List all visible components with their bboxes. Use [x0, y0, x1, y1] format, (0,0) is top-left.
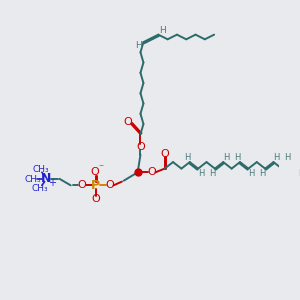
Text: H: H	[159, 26, 165, 35]
Text: N: N	[41, 172, 52, 185]
Text: O: O	[105, 180, 114, 190]
Text: H: H	[184, 153, 190, 162]
Text: CH₃: CH₃	[33, 165, 49, 174]
Text: H: H	[298, 169, 300, 178]
Text: O: O	[160, 149, 169, 159]
Text: CH₃: CH₃	[24, 175, 41, 184]
Text: +: +	[48, 178, 56, 188]
Text: H: H	[135, 41, 142, 50]
Text: H: H	[284, 153, 291, 162]
Text: O: O	[91, 167, 99, 177]
Text: H: H	[248, 169, 254, 178]
Text: H: H	[234, 153, 240, 162]
Text: O: O	[92, 194, 100, 204]
Text: O: O	[136, 142, 145, 152]
Text: H: H	[209, 169, 215, 178]
Text: H: H	[259, 169, 266, 178]
Text: O: O	[123, 117, 132, 127]
Text: O: O	[77, 180, 86, 190]
Text: P: P	[91, 179, 101, 192]
Text: H: H	[223, 153, 229, 162]
Text: H: H	[198, 169, 204, 178]
Text: ⁻: ⁻	[98, 164, 103, 174]
Text: O: O	[147, 167, 156, 177]
Text: CH₃: CH₃	[32, 184, 48, 193]
Text: H: H	[273, 153, 280, 162]
